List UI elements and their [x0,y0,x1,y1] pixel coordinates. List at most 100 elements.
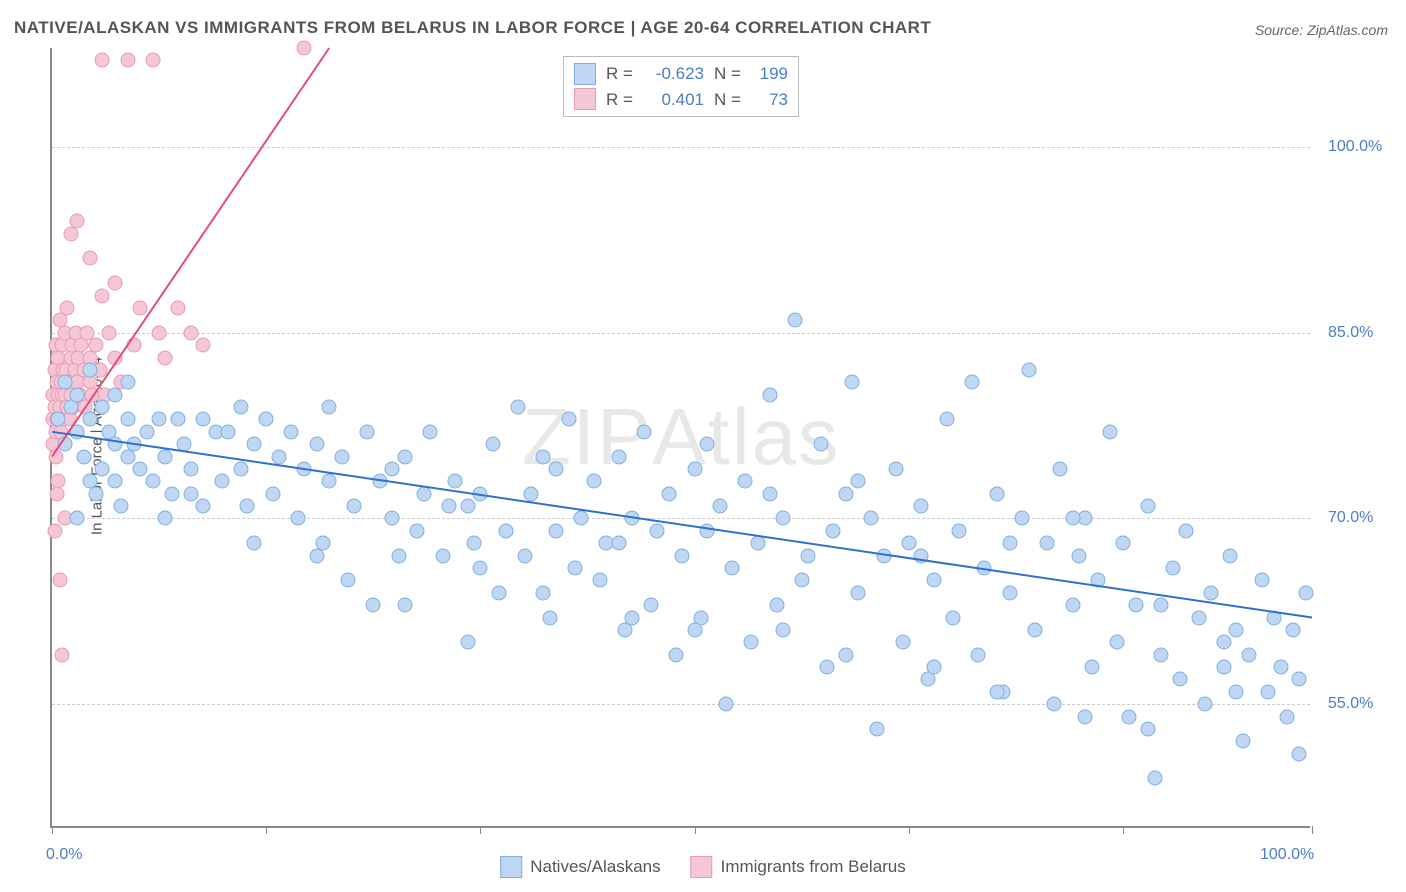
plot-area: ZIPAtlas R = -0.623 N = 199 R = 0.401 N … [50,48,1310,828]
scatter-point [523,486,538,501]
scatter-point [152,325,167,340]
scatter-point [927,660,942,675]
scatter-point [700,437,715,452]
y-tick-label: 55.0% [1328,695,1373,713]
scatter-point [1286,622,1301,637]
scatter-point [1078,709,1093,724]
scatter-point [341,573,356,588]
scatter-point [234,400,249,415]
x-tick-label: 0.0% [46,846,82,864]
scatter-point [668,647,683,662]
scatter-point [460,635,475,650]
scatter-point [687,622,702,637]
scatter-point [517,548,532,563]
scatter-point [1002,585,1017,600]
scatter-point [95,461,110,476]
scatter-point [977,561,992,576]
scatter-point [126,338,141,353]
scatter-point [536,449,551,464]
scatter-point [1216,635,1231,650]
scatter-point [177,437,192,452]
scatter-point [889,461,904,476]
scatter-point [1204,585,1219,600]
scatter-point [649,523,664,538]
scatter-point [259,412,274,427]
scatter-point [586,474,601,489]
scatter-point [221,424,236,439]
scatter-point [1147,771,1162,786]
scatter-point [712,499,727,514]
scatter-point [397,598,412,613]
scatter-point [240,499,255,514]
scatter-point [1153,598,1168,613]
scatter-point [1292,672,1307,687]
y-tick-label: 70.0% [1328,509,1373,527]
scatter-point [939,412,954,427]
scatter-point [1065,598,1080,613]
scatter-point [360,424,375,439]
scatter-point [183,325,198,340]
scatter-point [1197,697,1212,712]
scatter-point [1279,709,1294,724]
scatter-point [895,635,910,650]
scatter-point [290,511,305,526]
scatter-point [567,561,582,576]
scatter-point [183,461,198,476]
scatter-point [687,461,702,476]
scatter-point [152,412,167,427]
scatter-point [1053,461,1068,476]
scatter-point [1298,585,1313,600]
scatter-point [82,362,97,377]
scatter-point [819,660,834,675]
scatter-point [511,400,526,415]
scatter-point [50,486,65,501]
scatter-point [612,449,627,464]
scatter-point [448,474,463,489]
scatter-point [70,511,85,526]
scatter-point [297,461,312,476]
scatter-point [1229,622,1244,637]
scatter-point [719,697,734,712]
scatter-point [246,437,261,452]
stats-legend-box: R = -0.623 N = 199 R = 0.401 N = 73 [563,56,799,117]
scatter-point [60,301,75,316]
stats-row-natives: R = -0.623 N = 199 [574,61,788,87]
scatter-point [284,424,299,439]
scatter-point [549,461,564,476]
legend-label: Immigrants from Belarus [721,857,906,877]
scatter-point [1153,647,1168,662]
scatter-point [322,400,337,415]
scatter-point [914,499,929,514]
scatter-point [372,474,387,489]
scatter-point [70,424,85,439]
scatter-point [47,523,62,538]
scatter-point [120,53,135,68]
legend-item-belarus: Immigrants from Belarus [691,856,906,878]
scatter-point [133,301,148,316]
scatter-point [82,251,97,266]
scatter-point [416,486,431,501]
scatter-point [1273,660,1288,675]
legend-label: Natives/Alaskans [530,857,660,877]
scatter-point [467,536,482,551]
scatter-point [1109,635,1124,650]
scatter-point [927,573,942,588]
scatter-point [498,523,513,538]
scatter-point [322,474,337,489]
scatter-point [593,573,608,588]
scatter-point [1116,536,1131,551]
scatter-point [82,412,97,427]
scatter-point [549,523,564,538]
scatter-point [82,474,97,489]
scatter-point [347,499,362,514]
scatter-point [624,610,639,625]
scatter-point [1122,709,1137,724]
source-attribution: Source: ZipAtlas.com [1255,22,1388,38]
scatter-point [851,474,866,489]
scatter-point [164,486,179,501]
scatter-point [1002,536,1017,551]
scatter-point [265,486,280,501]
scatter-point [57,375,72,390]
scatter-point [441,499,456,514]
scatter-point [775,622,790,637]
